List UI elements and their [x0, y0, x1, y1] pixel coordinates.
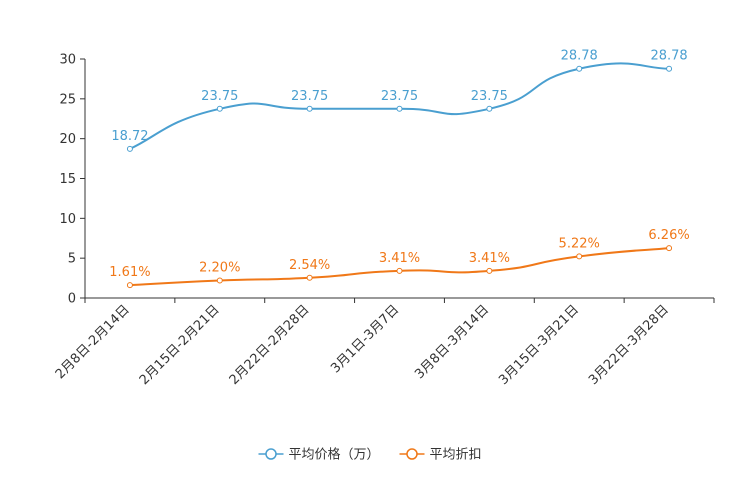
x-tick-label: 2月15日-2月21日 [137, 302, 223, 388]
data-label: 18.72 [111, 129, 148, 144]
data-point[interactable] [306, 274, 313, 281]
data-point[interactable] [576, 253, 583, 260]
data-label: 23.75 [471, 89, 508, 104]
x-tick-label: 3月15日-3月21日 [496, 302, 582, 388]
legend-item-0[interactable]: 平均价格（万） [258, 447, 380, 463]
data-label: 2.20% [199, 260, 240, 275]
legend-circle-icon [406, 448, 418, 460]
y-tick-label: 30 [59, 53, 76, 68]
legend[interactable]: 平均价格（万） 平均折扣 [258, 447, 482, 463]
data-point[interactable] [486, 267, 493, 274]
data-point[interactable] [486, 105, 493, 112]
data-label: 23.75 [201, 89, 238, 104]
x-tick-label: 3月22日-3月28日 [586, 302, 672, 388]
data-label: 23.75 [291, 89, 328, 104]
data-point[interactable] [666, 65, 673, 72]
legend-circle-icon [265, 448, 277, 460]
y-tick-label: 10 [59, 212, 76, 227]
data-label: 1.61% [109, 265, 150, 280]
data-point[interactable] [306, 105, 313, 112]
data-point[interactable] [576, 65, 583, 72]
data-label: 2.54% [289, 258, 330, 273]
y-tick-label: 5 [68, 252, 76, 267]
x-tick-label: 2月8日-2月14日 [53, 302, 133, 382]
series-0: 18.72 23.75 23.75 23.75 23.75 28.78 28.78 [111, 49, 688, 152]
legend-label: 平均折扣 [430, 448, 482, 463]
data-point[interactable] [126, 145, 133, 152]
y-tick-label: 25 [59, 92, 76, 107]
data-point[interactable] [666, 245, 673, 252]
legend-item-1[interactable]: 平均折扣 [399, 448, 482, 463]
data-label: 28.78 [561, 49, 598, 64]
data-point[interactable] [396, 267, 403, 274]
x-tick-label: 3月8日-3月14日 [412, 302, 492, 382]
x-tick-label: 3月1日-3月7日 [328, 302, 402, 376]
y-tick-label: 20 [59, 132, 76, 147]
data-label: 3.41% [469, 251, 510, 266]
y-tick-label: 15 [59, 172, 76, 187]
legend-label: 平均价格（万） [289, 447, 380, 463]
data-point[interactable] [216, 277, 223, 284]
data-label: 5.22% [559, 236, 600, 251]
series-layer: 18.72 23.75 23.75 23.75 23.75 28.78 28.78 1.61%… [109, 49, 690, 289]
data-label: 28.78 [650, 49, 687, 64]
x-tick-label: 2月22日-2月28日 [227, 302, 313, 388]
data-point[interactable] [216, 105, 223, 112]
data-label: 6.26% [648, 228, 689, 243]
y-tick-label: 0 [68, 292, 76, 307]
data-point[interactable] [126, 282, 133, 289]
data-label: 23.75 [381, 89, 418, 104]
series-1: 1.61% 2.20% 2.54% 3.41% 3.41% 5.22% 6.26% [109, 228, 690, 289]
data-point[interactable] [396, 105, 403, 112]
data-label: 3.41% [379, 251, 420, 266]
